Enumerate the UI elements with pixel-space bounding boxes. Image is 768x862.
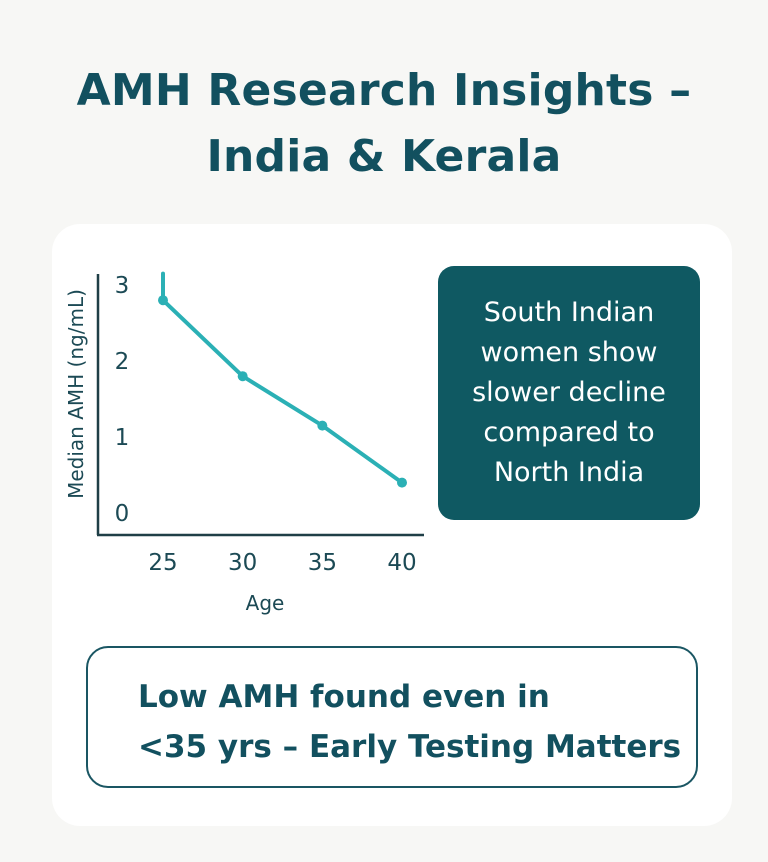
page-title-line-1: AMH Research Insights – <box>76 65 692 116</box>
callout-line: slower decline <box>472 377 666 408</box>
content-card: Median AMH (ng/mL) 0 1 2 3 25 30 35 40 Age Sout… <box>52 224 732 826</box>
data-point <box>158 295 168 306</box>
y-tick-label: 1 <box>115 425 130 451</box>
takeaway-line-1: Low AMH found even in <box>138 679 550 715</box>
page-title: AMH Research Insights – India & Kerala <box>0 58 768 190</box>
series-line <box>161 298 404 485</box>
x-tick-label: 35 <box>308 550 337 576</box>
chart-axes <box>96 274 424 537</box>
callout-line: North India <box>493 457 645 488</box>
callout-text: South Indian women show slower decline c… <box>472 293 666 493</box>
callout-line: South Indian <box>483 297 655 328</box>
takeaway-box: Low AMH found even in <35 yrs – Early Te… <box>86 646 698 788</box>
page-title-line-2: India & Kerala <box>206 131 562 182</box>
x-tick-label: 25 <box>148 550 177 576</box>
x-axis-title: Age <box>246 591 285 615</box>
y-tick-label: 0 <box>115 501 130 527</box>
y-axis-title: Median AMH (ng/mL) <box>64 289 88 499</box>
data-point <box>317 420 328 431</box>
callout-line: women show <box>480 337 658 368</box>
y-tick-label: 2 <box>115 349 130 375</box>
tick-labels: 0 1 2 3 25 30 35 40 <box>115 273 417 576</box>
data-point <box>237 371 248 382</box>
x-tick-label: 40 <box>387 550 416 576</box>
takeaway-line-2: <35 yrs – Early Testing Matters <box>138 729 682 765</box>
data-point <box>397 477 407 488</box>
amh-line-chart: Median AMH (ng/mL) 0 1 2 3 25 30 35 40 Age <box>64 271 424 615</box>
callout-line: compared to <box>483 417 655 448</box>
x-tick-label: 30 <box>228 550 257 576</box>
series-layer <box>158 271 407 488</box>
y-tick-label: 3 <box>115 273 130 299</box>
y-axis-title-group: Median AMH (ng/mL) <box>64 289 88 499</box>
callout-box: South Indian women show slower decline c… <box>438 266 700 520</box>
